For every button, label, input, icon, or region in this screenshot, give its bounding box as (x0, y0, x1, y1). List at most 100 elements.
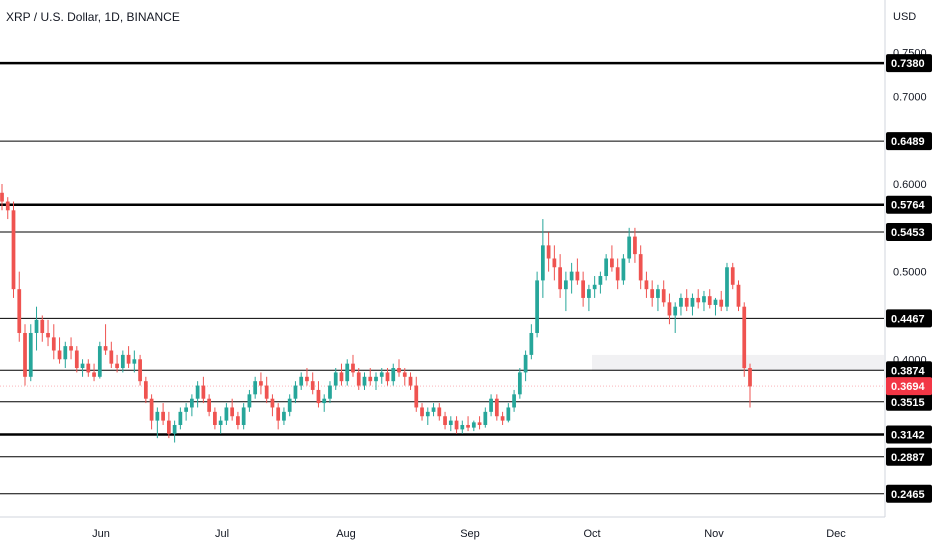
candle-body (650, 289, 655, 298)
candle-body (535, 280, 539, 333)
candle-body (656, 289, 660, 298)
candle-body (282, 411, 286, 421)
candle-body (224, 407, 229, 421)
level-price-tag (886, 484, 932, 503)
candle-body (725, 267, 729, 307)
level-price-label: 0.6489 (891, 136, 925, 148)
candle-body (581, 280, 586, 298)
x-tick-label: Oct (583, 528, 600, 540)
candle-body (736, 284, 741, 307)
candle-body (523, 354, 528, 373)
candle-body (253, 381, 258, 395)
candle-body (448, 420, 453, 425)
candle-body (305, 376, 309, 382)
candle-body (489, 398, 493, 412)
candle-body (276, 407, 281, 421)
level-price-tag (886, 222, 932, 241)
candle-body (610, 258, 614, 268)
level-price-label: 0.3874 (891, 365, 926, 377)
candle-body (454, 420, 459, 430)
candle-body (120, 354, 125, 369)
candle-body (287, 398, 292, 412)
candle-body (184, 407, 188, 412)
x-tick-label: Aug (336, 528, 356, 540)
candle-body (264, 385, 269, 399)
x-tick-label: Dec (826, 528, 846, 540)
candle-body (397, 368, 401, 373)
candle-body (328, 385, 332, 399)
candle-body (299, 376, 304, 386)
candle-body (155, 411, 160, 421)
candle-body (339, 372, 344, 382)
candle-body (604, 258, 609, 277)
level-price-label: 0.4467 (891, 313, 925, 325)
candle-body (546, 245, 551, 259)
x-tick-label: Nov (704, 528, 724, 540)
candle-body (86, 363, 91, 373)
candle-body (702, 296, 706, 303)
x-tick-label: Jul (215, 528, 229, 540)
level-price-label: 0.3515 (891, 397, 925, 409)
candle-body (23, 332, 27, 377)
candle-body (494, 398, 499, 417)
candle-body (592, 284, 597, 290)
candle-body (143, 381, 148, 399)
candle-body (11, 210, 16, 290)
candle-body (293, 385, 298, 399)
candle-body (178, 411, 183, 425)
candle-body (385, 372, 390, 382)
level-price-tag (886, 361, 932, 380)
current-price-label: 0.3694 (891, 381, 926, 393)
candle-body (460, 424, 465, 430)
candle-body (719, 299, 724, 307)
candle-body (558, 267, 562, 290)
candle-body (748, 368, 752, 387)
candle-body (132, 359, 137, 364)
candle-body (236, 416, 240, 425)
level-price-label: 0.2465 (891, 489, 925, 501)
candle-body (368, 376, 373, 382)
candle-body (362, 376, 367, 386)
candle-body (241, 407, 246, 425)
candle-body (466, 424, 470, 428)
candle-body (97, 346, 102, 377)
candle-body (552, 258, 557, 268)
candle-body (690, 297, 695, 307)
candle-body (379, 372, 384, 377)
candle-body (471, 422, 476, 428)
candle-body (540, 245, 545, 281)
candle-body (247, 394, 252, 408)
candle-body (109, 350, 114, 364)
candle-body (195, 385, 200, 399)
candle-body (80, 363, 85, 369)
candle-body (730, 267, 735, 285)
highlight-zone (592, 354, 884, 371)
level-price-tag (886, 392, 932, 411)
candle-body (512, 394, 516, 408)
candle-body (103, 346, 108, 351)
candle-body (333, 372, 338, 386)
level-price-tag (886, 447, 932, 466)
level-price-label: 0.3142 (891, 429, 925, 441)
candle-body (310, 381, 315, 390)
candle-body (713, 299, 718, 305)
candle-body (351, 363, 355, 373)
candle-body (644, 280, 649, 290)
candle-body (564, 280, 568, 290)
candle-body (425, 411, 430, 417)
current-price-tag (886, 377, 932, 396)
candle-body (74, 350, 79, 369)
candle-body (575, 271, 580, 281)
candle-body (661, 289, 666, 303)
level-price-label: 0.5453 (891, 227, 925, 239)
candle-body (51, 337, 56, 351)
level-price-tag (886, 425, 932, 444)
candle-body (138, 359, 142, 382)
candle-body (633, 236, 637, 255)
candle-body (667, 302, 672, 316)
candle-body (230, 407, 235, 417)
candle-body (259, 381, 263, 386)
candle-body (437, 407, 442, 417)
candle-body (69, 346, 73, 351)
